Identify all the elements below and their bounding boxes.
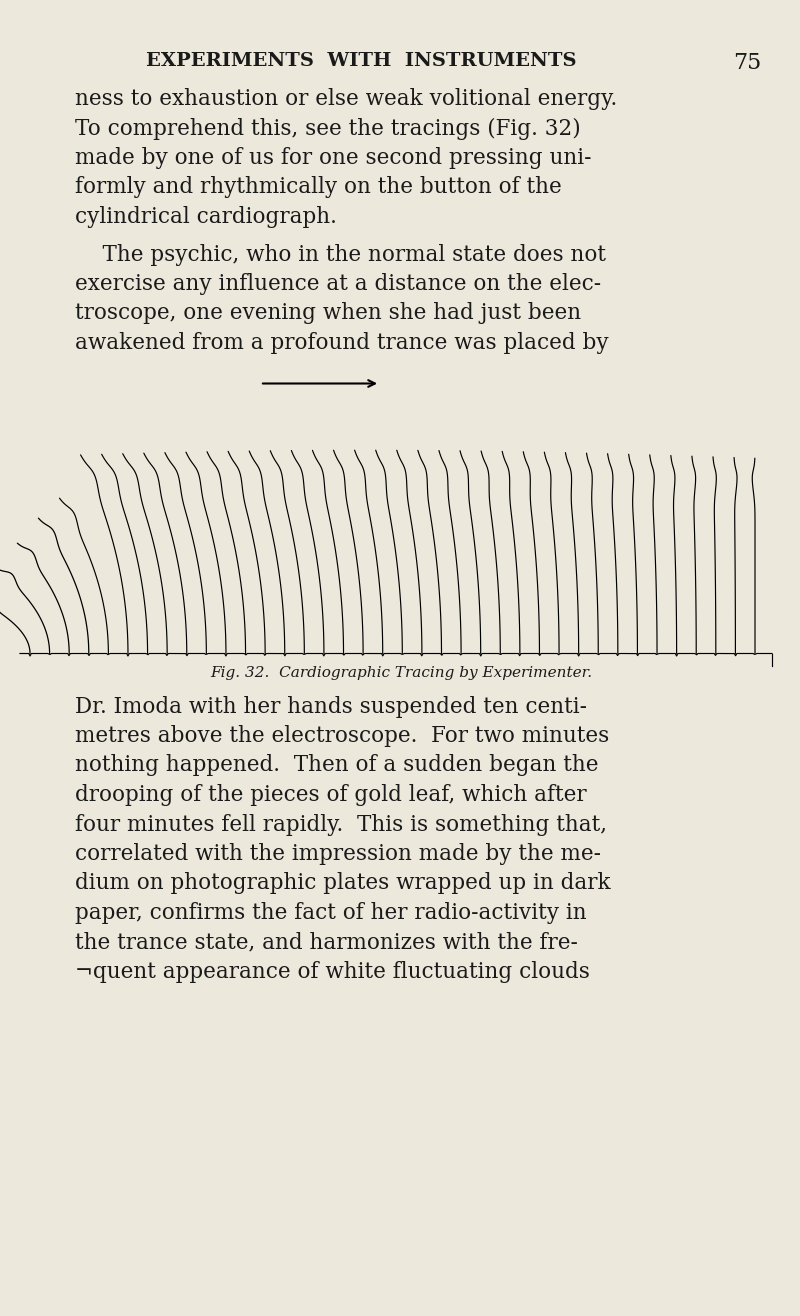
Text: the trance state, and harmonizes with the fre-: the trance state, and harmonizes with th… — [75, 932, 578, 954]
Text: The psychic, who in the normal state does not: The psychic, who in the normal state doe… — [75, 243, 606, 266]
Text: formly and rhythmically on the button of the: formly and rhythmically on the button of… — [75, 176, 562, 199]
Text: exercise any influence at a distance on the elec-: exercise any influence at a distance on … — [75, 272, 601, 295]
Text: metres above the electroscope.  For two minutes: metres above the electroscope. For two m… — [75, 725, 610, 747]
Text: drooping of the pieces of gold leaf, which after: drooping of the pieces of gold leaf, whi… — [75, 784, 586, 805]
Text: made by one of us for one second pressing uni-: made by one of us for one second pressin… — [75, 147, 591, 168]
Text: troscope, one evening when she had just been: troscope, one evening when she had just … — [75, 303, 581, 325]
Text: cylindrical cardiograph.: cylindrical cardiograph. — [75, 207, 337, 228]
Text: dium on photographic plates wrapped up in dark: dium on photographic plates wrapped up i… — [75, 873, 610, 895]
Text: To comprehend this, see the tracings (Fig. 32): To comprehend this, see the tracings (Fi… — [75, 117, 581, 139]
Text: paper, confirms the fact of her radio-activity in: paper, confirms the fact of her radio-ac… — [75, 901, 586, 924]
Text: ¬quent appearance of white fluctuating clouds: ¬quent appearance of white fluctuating c… — [75, 961, 590, 983]
Text: Fig. 32.  Cardiographic Tracing by Experimenter.: Fig. 32. Cardiographic Tracing by Experi… — [210, 666, 593, 680]
Text: correlated with the impression made by the me-: correlated with the impression made by t… — [75, 844, 601, 865]
Text: four minutes fell rapidly.  This is something that,: four minutes fell rapidly. This is somet… — [75, 813, 607, 836]
Text: nothing happened.  Then of a sudden began the: nothing happened. Then of a sudden began… — [75, 754, 598, 776]
Text: awakened from a profound trance was placed by: awakened from a profound trance was plac… — [75, 332, 609, 354]
Text: EXPERIMENTS  WITH  INSTRUMENTS: EXPERIMENTS WITH INSTRUMENTS — [146, 53, 577, 70]
Text: Dr. Imoda with her hands suspended ten centi-: Dr. Imoda with her hands suspended ten c… — [75, 695, 587, 717]
Text: 75: 75 — [733, 53, 762, 74]
Text: ness to exhaustion or else weak volitional energy.: ness to exhaustion or else weak volition… — [75, 88, 618, 111]
